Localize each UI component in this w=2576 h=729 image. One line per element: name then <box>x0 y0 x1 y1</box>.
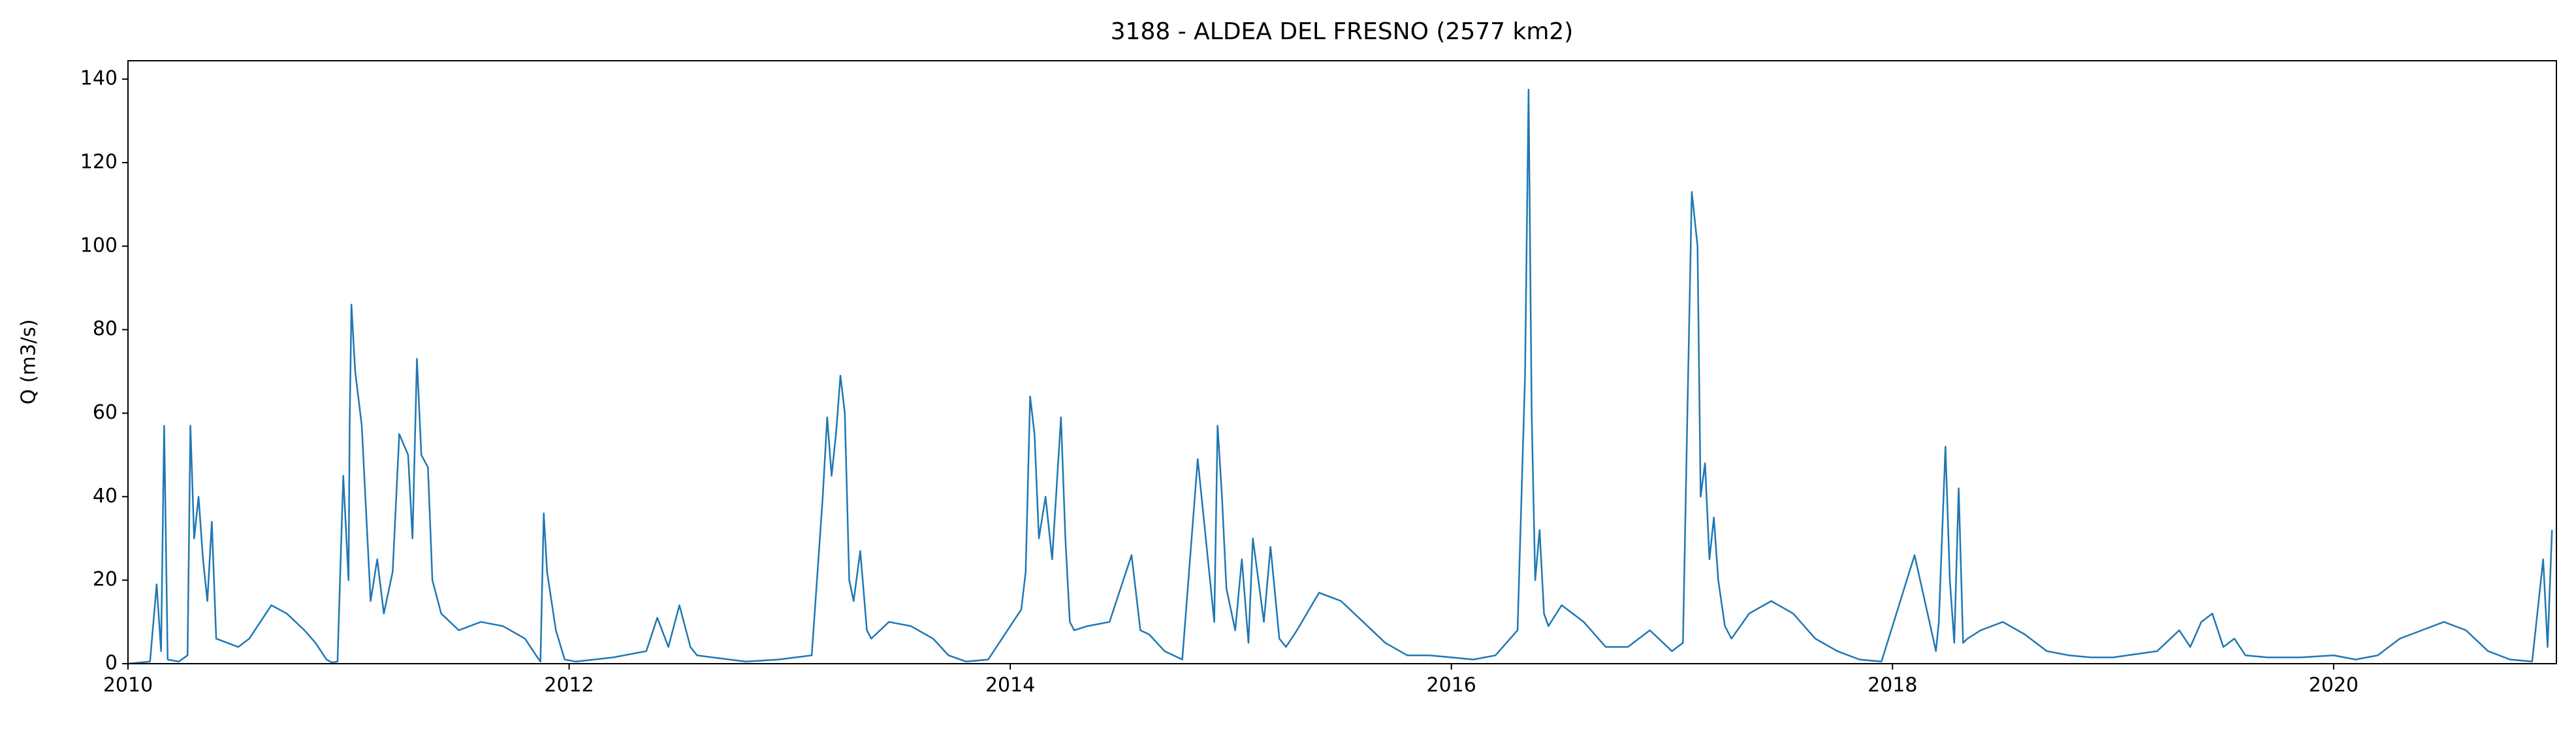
y-axis-label: Q (m3/s) <box>18 319 40 405</box>
y-tick-label: 60 <box>93 401 118 424</box>
x-tick-label: 2018 <box>1868 674 1917 697</box>
x-tick-label: 2020 <box>2309 674 2359 697</box>
y-tick-label: 140 <box>80 67 118 90</box>
y-tick-label: 0 <box>105 652 118 675</box>
x-tick-label: 2016 <box>1427 674 1476 697</box>
x-tick-label: 2014 <box>985 674 1035 697</box>
y-tick-label: 80 <box>93 317 118 340</box>
x-tick-label: 2012 <box>544 674 594 697</box>
x-tick-label: 2010 <box>103 674 153 697</box>
y-tick-label: 20 <box>93 568 118 591</box>
y-tick-label: 100 <box>80 234 118 257</box>
flow-line <box>127 88 2553 665</box>
y-tick-label: 120 <box>80 150 118 173</box>
plot-frame <box>127 60 2557 664</box>
chart-title: 3188 - ALDEA DEL FRESNO (2577 km2) <box>1111 18 1574 45</box>
y-tick-label: 40 <box>93 485 118 508</box>
